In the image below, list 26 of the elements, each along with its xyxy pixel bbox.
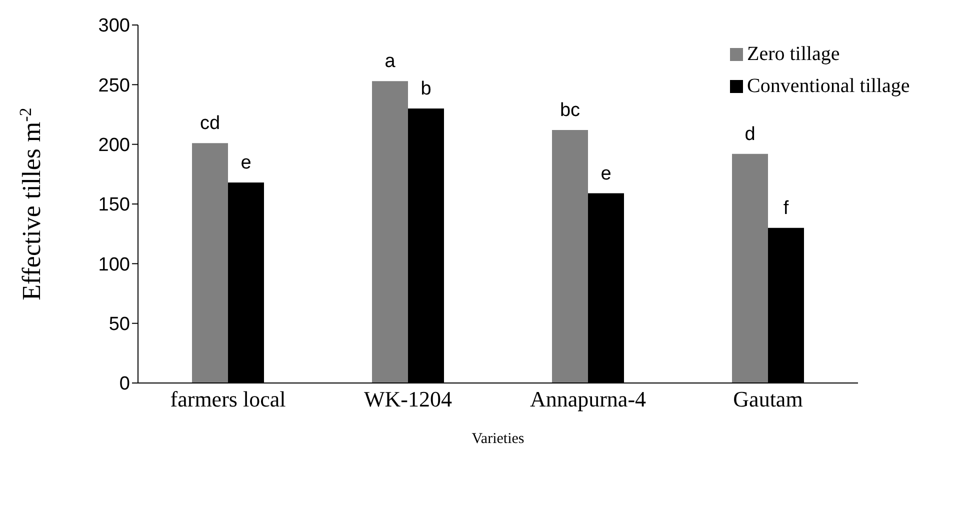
x-tick-label: farmers local [170,386,286,412]
data-label: b [420,78,432,100]
x-tick-label: WK-1204 [364,386,452,412]
legend-label: Zero tillage [747,42,840,67]
y-tick-label: 0 [119,374,130,395]
data-label: e [600,163,612,184]
data-label: d [744,124,756,145]
bar [192,143,228,383]
legend-label: Conventional tillage [747,74,910,99]
y-tick-label: 150 [98,194,130,216]
data-label: a [384,51,396,72]
bar [552,130,588,383]
y-tick-label: 250 [98,75,130,96]
bar [372,81,408,383]
data-label: e [240,152,252,174]
data-label: f [783,198,790,219]
bar [732,154,768,383]
y-tick-label: 50 [108,314,130,336]
y-tick-label: 300 [98,16,130,37]
y-tick-label: 200 [98,135,130,156]
data-label: bc [560,100,580,122]
y-tick-label: 100 [98,254,130,276]
x-axis-title: Varieties [472,431,524,447]
x-tick-label: Annapurna-4 [530,386,646,412]
x-tick-label: Gautam [733,386,803,412]
data-label: cd [200,113,220,134]
